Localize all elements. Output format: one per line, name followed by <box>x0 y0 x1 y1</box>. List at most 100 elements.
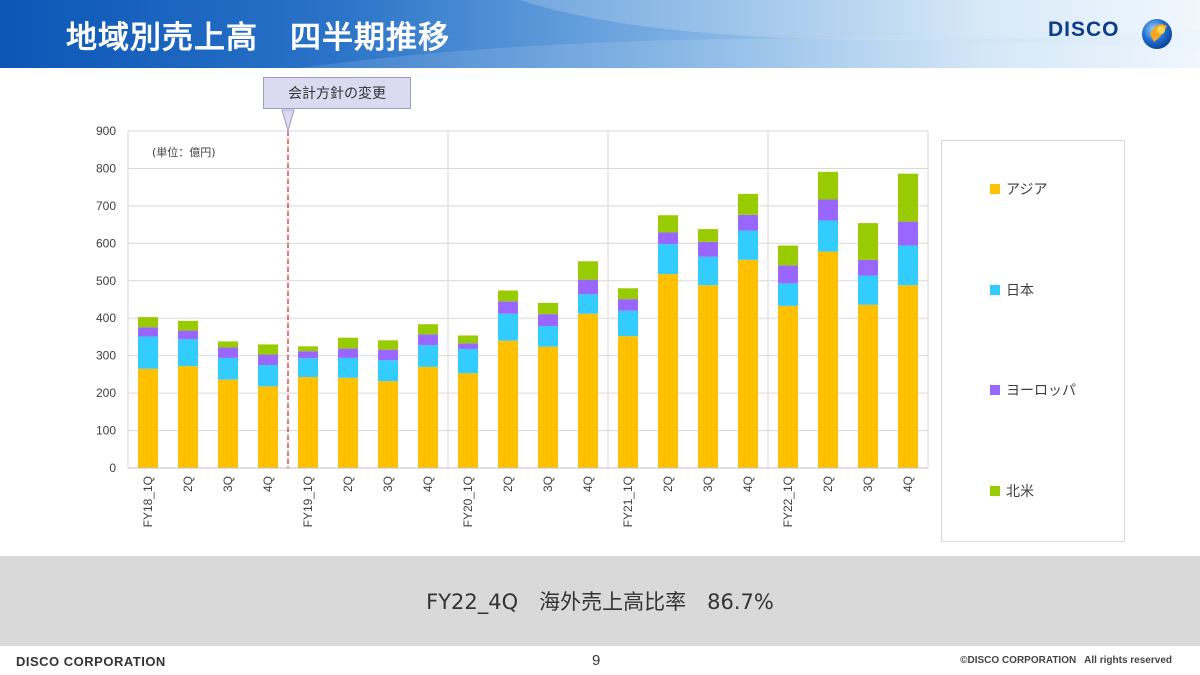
bar-segment-north-america <box>618 288 638 300</box>
x-tick-label: 3Q <box>701 476 715 492</box>
bar-segment-europe <box>498 301 518 314</box>
x-tick-label: 3Q <box>381 476 395 492</box>
legend-label-europe: ヨーロッパ <box>1006 383 1076 399</box>
bar-segment-europe <box>178 330 198 340</box>
bar-segment-japan <box>578 294 598 314</box>
bar-segment-north-america <box>218 341 238 348</box>
bar-segment-asia <box>618 336 638 468</box>
bar-segment-asia <box>298 377 318 468</box>
bar-segment-europe <box>778 265 798 284</box>
footer-company: DISCO CORPORATION <box>16 654 166 669</box>
bar-segment-asia <box>138 368 158 468</box>
unit-label: (単位：億円) <box>152 145 216 159</box>
bar-segment-asia <box>778 305 798 468</box>
bar-segment-europe <box>298 351 318 359</box>
x-tick-label: FY20_1Q <box>461 476 475 527</box>
x-tick-label: 2Q <box>501 476 515 492</box>
bar-segment-japan <box>338 357 358 378</box>
legend-item-japan: 日本 <box>990 280 1034 300</box>
bar-segment-north-america <box>778 245 798 266</box>
disco-logo-icon <box>1142 19 1172 49</box>
policy-change-callout: 会計方針の変更 <box>263 77 411 109</box>
y-tick-label: 600 <box>96 236 116 250</box>
bar-segment-europe <box>458 343 478 349</box>
bar-segment-japan <box>458 348 478 374</box>
overseas-ratio-band: FY22_4Q 海外売上高比率 86.7% <box>0 556 1200 646</box>
page-number: 9 <box>592 652 601 669</box>
grid-layer <box>127 130 929 469</box>
bar-segment-north-america <box>378 340 398 350</box>
bar-segment-north-america <box>738 193 758 215</box>
x-tick-label: 4Q <box>581 476 595 492</box>
bar-segment-asia <box>698 285 718 468</box>
y-tick-label: 400 <box>96 311 116 325</box>
policy-callout-pointer <box>281 109 295 133</box>
legend-swatch-japan <box>990 285 1000 295</box>
bar-segment-north-america <box>138 317 158 328</box>
page-title: 地域別売上高 四半期推移 <box>66 20 450 56</box>
footer: DISCO CORPORATION 9 ©DISCO CORPORATION A… <box>0 646 1200 675</box>
bar-segment-europe <box>818 199 838 221</box>
bar-segment-north-america <box>538 302 558 315</box>
x-tick-label: FY18_1Q <box>141 476 155 527</box>
stacked-bar-chart: 0 100 200 300 400 500 600 700 800 900 FY18_1Q 2Q 3Q 4… <box>96 109 929 527</box>
bar-segment-asia <box>578 313 598 468</box>
bar-segment-north-america <box>658 215 678 233</box>
bar-segment-north-america <box>698 229 718 242</box>
bar-segment-asia <box>818 251 838 468</box>
bar-segment-europe <box>418 334 438 346</box>
bar-segment-asia <box>418 366 438 468</box>
bar-segment-japan <box>778 283 798 306</box>
x-tick-label: 4Q <box>901 476 915 492</box>
bar-segment-japan <box>298 358 318 378</box>
y-tick-label: 900 <box>96 124 116 138</box>
bar-segment-north-america <box>858 223 878 260</box>
y-tick-label: 100 <box>96 424 116 438</box>
bar-segment-japan <box>538 326 558 347</box>
y-tick-label: 700 <box>96 199 116 213</box>
y-tick-label: 500 <box>96 274 116 288</box>
bar-segment-japan <box>258 365 278 387</box>
x-tick-label: 4Q <box>421 476 435 492</box>
bar-segment-asia <box>498 340 518 468</box>
bars-layer <box>138 171 918 468</box>
bar-segment-europe <box>898 221 918 246</box>
x-tick-label: 2Q <box>341 476 355 492</box>
bar-segment-north-america <box>458 335 478 344</box>
bar-segment-japan <box>898 245 918 286</box>
x-tick-label: 4Q <box>261 476 275 492</box>
bar-segment-europe <box>578 279 598 295</box>
bar-segment-asia <box>658 274 678 468</box>
bar-segment-japan <box>658 244 678 275</box>
bar-segment-north-america <box>258 344 278 355</box>
header-swoosh <box>300 0 1200 68</box>
bar-segment-japan <box>178 339 198 367</box>
bar-segment-europe <box>698 241 718 257</box>
bar-segment-asia <box>738 259 758 468</box>
overseas-ratio-text: FY22_4Q 海外売上高比率 86.7% <box>426 590 774 614</box>
bar-segment-asia <box>218 379 238 468</box>
bar-segment-north-america <box>578 261 598 280</box>
legend-item-north-america: 北米 <box>990 481 1034 501</box>
bar-segment-north-america <box>298 346 318 352</box>
bar-segment-north-america <box>818 171 838 200</box>
x-tick-label: 3Q <box>861 476 875 492</box>
bar-segment-japan <box>378 360 398 382</box>
bar-segment-japan <box>618 310 638 337</box>
bar-segment-asia <box>538 346 558 468</box>
bar-segment-north-america <box>898 173 918 222</box>
legend-swatch-asia <box>990 184 1000 194</box>
bar-segment-asia <box>178 366 198 468</box>
bar-segment-north-america <box>498 290 518 302</box>
bar-segment-europe <box>858 259 878 276</box>
bar-segment-europe <box>258 354 278 366</box>
x-tick-label: 2Q <box>181 476 195 492</box>
x-tick-label: 3Q <box>221 476 235 492</box>
x-tick-label: FY22_1Q <box>781 476 795 527</box>
x-tick-label: 2Q <box>661 476 675 492</box>
legend-item-europe: ヨーロッパ <box>990 380 1076 400</box>
y-tick-label: 0 <box>109 461 116 475</box>
bar-segment-japan <box>138 336 158 369</box>
bar-segment-europe <box>738 214 758 231</box>
brand-wordmark: DISCO <box>1048 18 1120 41</box>
